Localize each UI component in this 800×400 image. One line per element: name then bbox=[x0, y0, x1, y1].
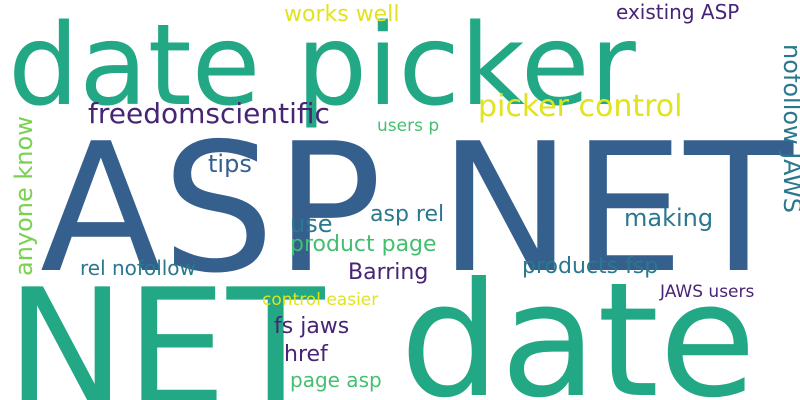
word-works-well: works well bbox=[284, 2, 400, 27]
word-fs-jaws: fs jaws bbox=[274, 314, 350, 339]
word-net: NET bbox=[6, 254, 325, 400]
word-existing-asp: existing ASP bbox=[616, 0, 740, 24]
word-rel-nofollow: rel nofollow bbox=[80, 256, 196, 280]
word-making: making bbox=[624, 204, 714, 232]
word-jaws-users: JAWS users bbox=[660, 282, 755, 302]
word-href: href bbox=[284, 342, 328, 367]
word-anyone-know: anyone know bbox=[10, 116, 38, 276]
word-freedomscientific: freedomscientific bbox=[88, 97, 330, 130]
word-control-easier: control easier bbox=[262, 290, 379, 310]
word-page-asp: page asp bbox=[290, 368, 382, 392]
word-nofollow-jaws: nofollow JAWS bbox=[778, 44, 800, 214]
word-date-picker: date picker bbox=[8, 1, 636, 131]
word-users-p: users p bbox=[377, 116, 440, 136]
word-use: use bbox=[290, 210, 333, 238]
word-barring: Barring bbox=[348, 260, 429, 285]
word-tips: tips bbox=[208, 150, 252, 178]
word-product-page: product page bbox=[290, 232, 437, 257]
word-products-fsp: products fsp bbox=[522, 254, 659, 279]
word-asp-net: ASP NET bbox=[40, 105, 794, 312]
word-asp-rel: asp rel bbox=[370, 202, 445, 227]
word-date: date bbox=[400, 249, 757, 400]
word-picker-control: picker control bbox=[478, 89, 683, 124]
